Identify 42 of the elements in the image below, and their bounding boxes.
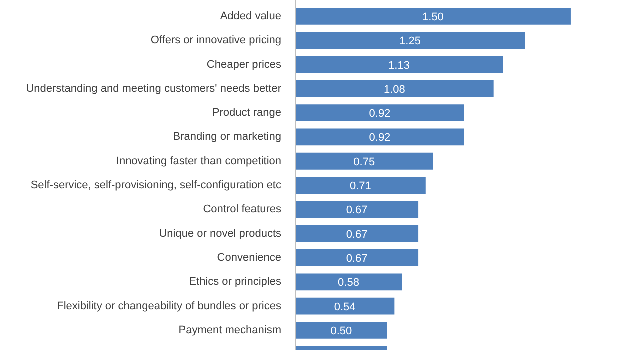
data-label: 1.50 (422, 11, 444, 24)
y-tick-label: Self-service, self-provisioning, self-configuration etc (30, 180, 282, 192)
y-tick-label: Cheaper prices (206, 58, 282, 71)
bar (296, 128, 464, 146)
y-tick-label: Unique or novel products (159, 228, 282, 240)
data-label: 0.92 (369, 132, 391, 144)
data-label: 0.71 (350, 180, 372, 193)
y-tick-label: Flexibility or changeability of bundles or prices (57, 300, 282, 312)
data-label: 0.54 (334, 301, 356, 314)
data-label: 0.50 (330, 325, 352, 338)
data-label: 0.75 (354, 156, 376, 168)
bar (296, 274, 402, 291)
bar (296, 298, 395, 315)
data-label: 0.67 (346, 204, 368, 217)
data-label: 1.08 (384, 84, 406, 96)
y-tick-label: Product range (212, 107, 282, 120)
data-label: 0.67 (346, 252, 368, 265)
bar (296, 32, 526, 50)
data-label: 0.58 (338, 277, 360, 290)
y-tick-label: Ethics or principles (189, 276, 282, 288)
bar (296, 322, 388, 339)
bar (296, 104, 464, 122)
bar (296, 177, 426, 194)
bar (296, 56, 504, 74)
bar (296, 80, 494, 98)
y-tick-label: Innovating faster than competition (116, 155, 282, 168)
bar (296, 8, 571, 25)
y-tick-label: Offers or innovative pricing (150, 34, 282, 47)
bar (296, 225, 419, 242)
y-tick-label: Payment mechanism (178, 324, 282, 336)
data-label: 1.25 (400, 36, 421, 48)
data-label: 1.13 (388, 60, 410, 72)
bar (296, 250, 419, 266)
y-tick-label: Understanding and meeting customers' needs better (26, 82, 282, 95)
data-label: 0.92 (369, 108, 391, 120)
bar (296, 201, 419, 218)
bar (296, 152, 434, 170)
y-tick-label: Branding or marketing (173, 131, 282, 144)
y-tick-label: Added value (220, 10, 282, 22)
y-tick-label: Control features (203, 204, 282, 216)
y-tick-label: Convenience (217, 252, 282, 264)
data-label: 0.67 (346, 228, 368, 241)
